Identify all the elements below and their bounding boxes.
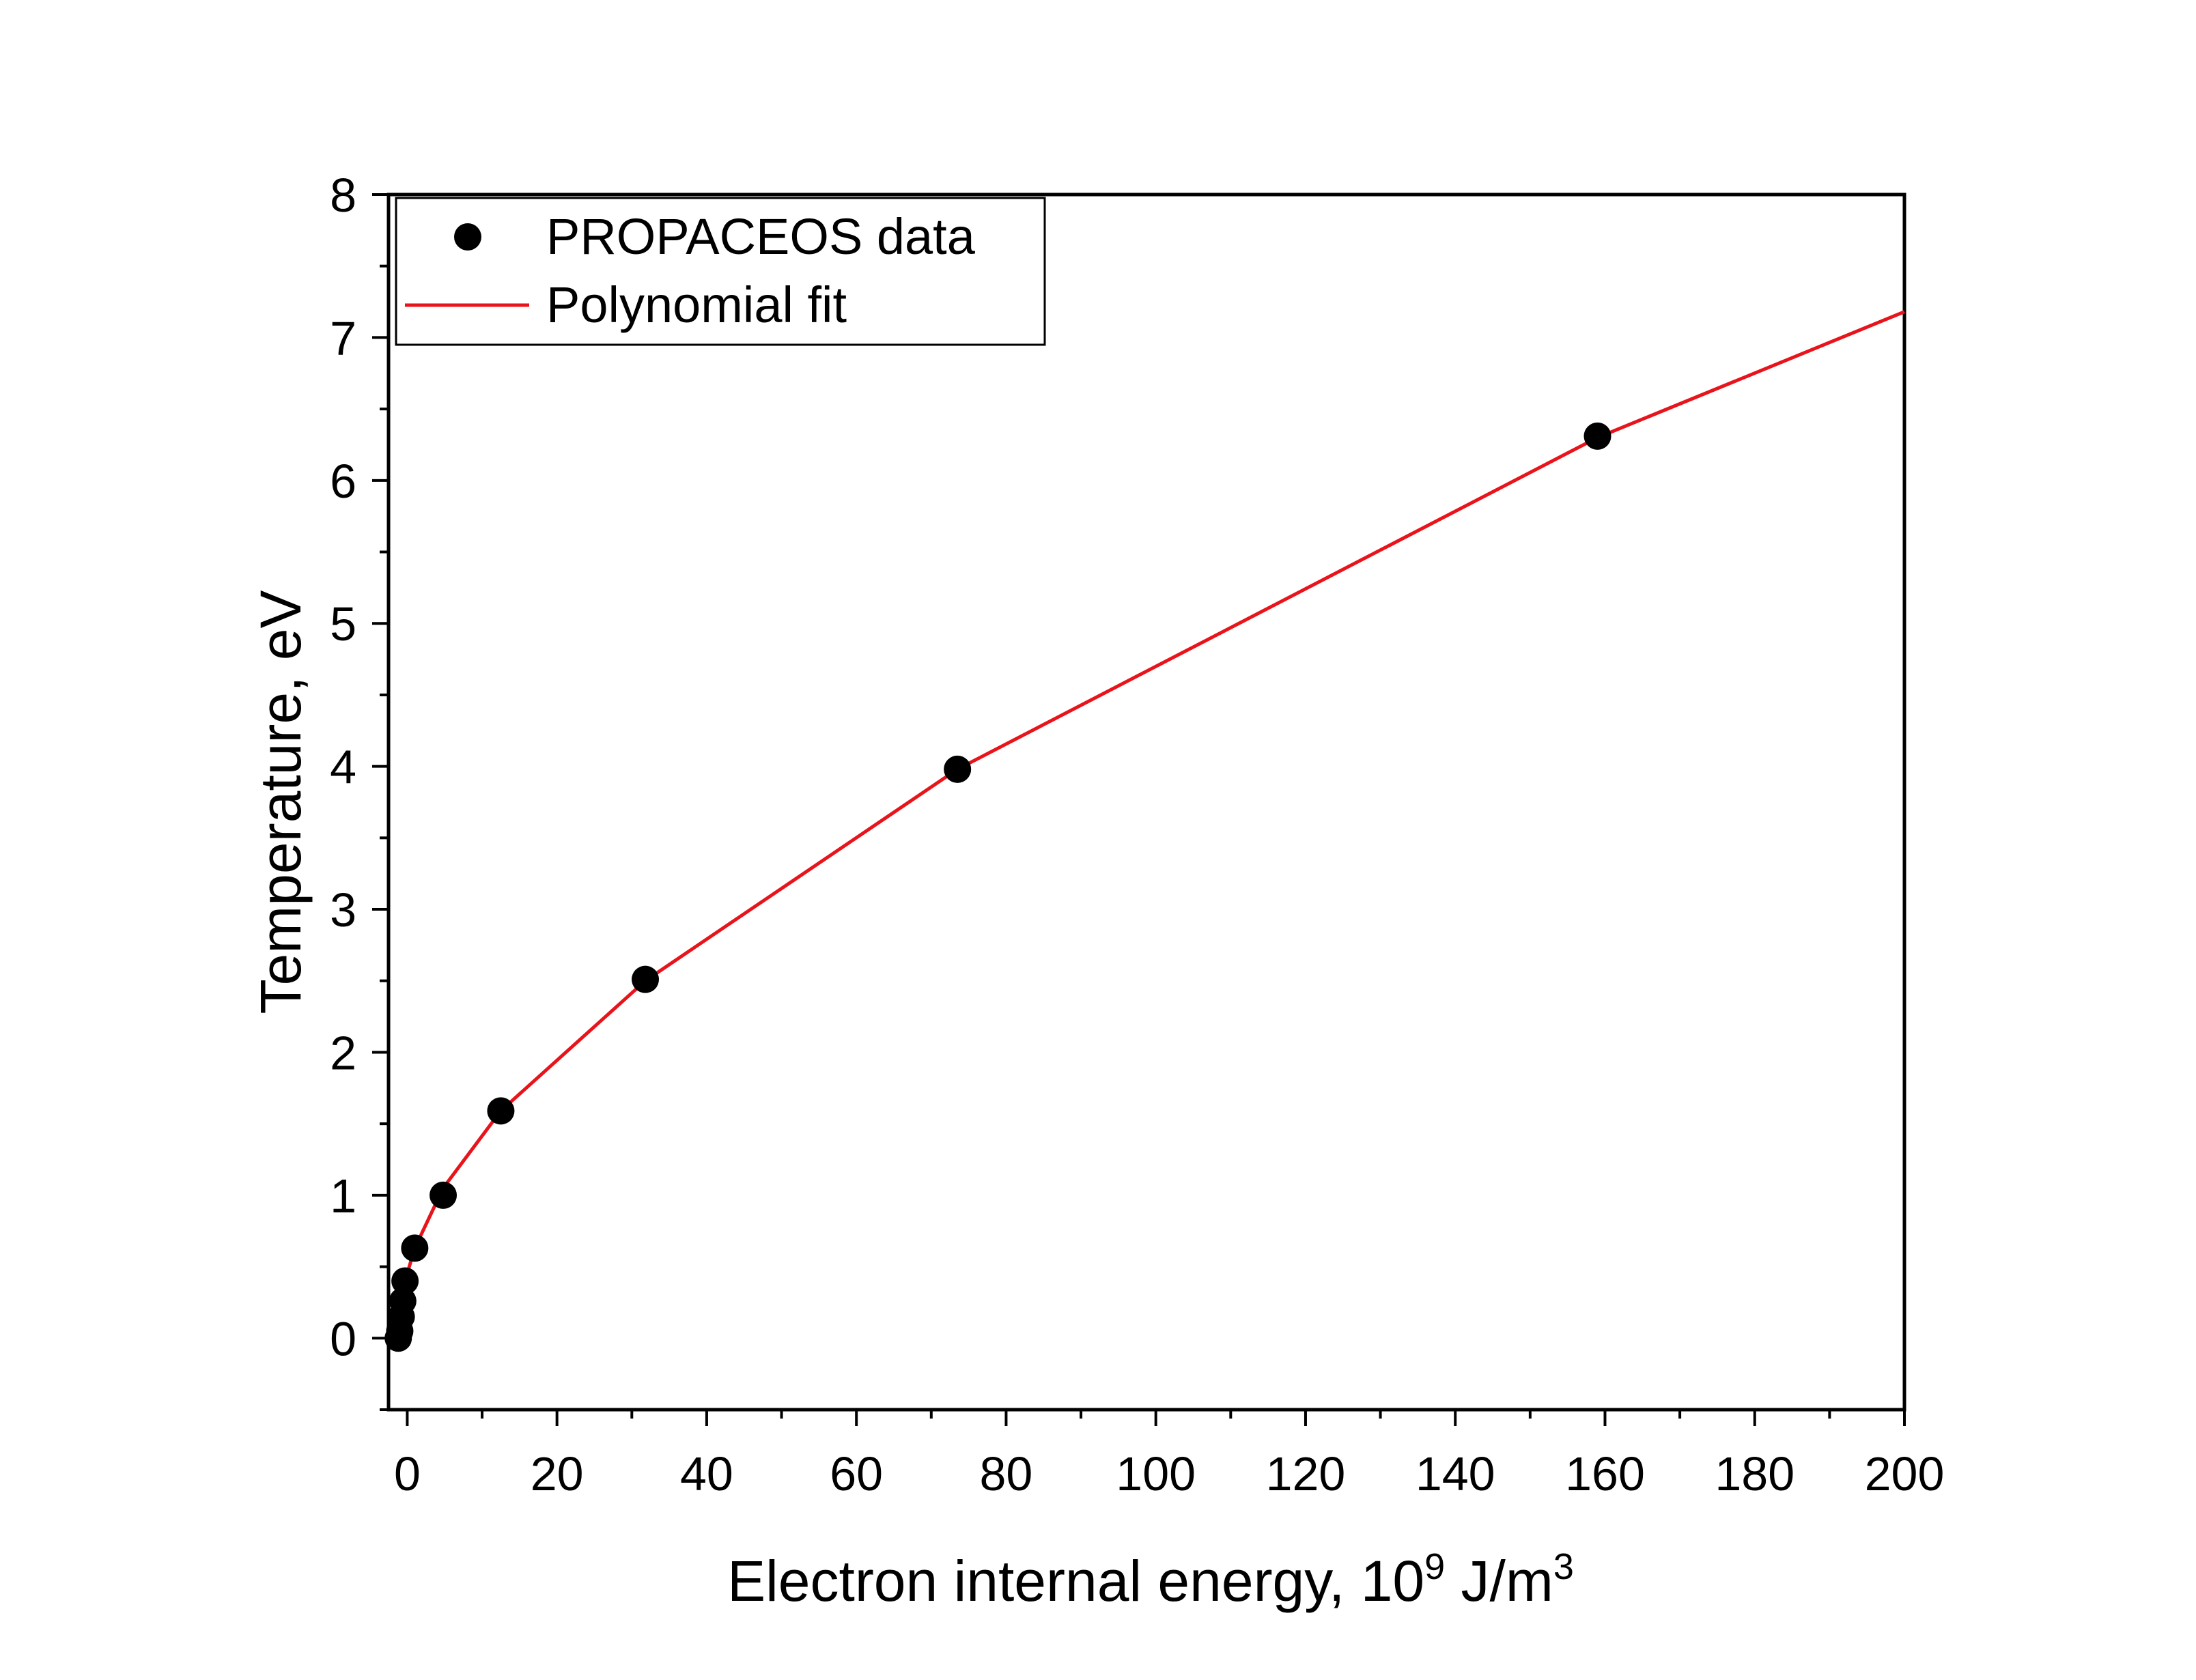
data-point-propaceos (401, 1234, 429, 1262)
y-axis-title: Temperature, eV (249, 590, 313, 1014)
x-axis-title: Electron internal energy, 109 J/m3 (727, 1546, 1574, 1613)
data-point-propaceos (1583, 422, 1611, 450)
x-tick-label: 40 (680, 1447, 733, 1500)
y-tick-label: 8 (330, 169, 356, 222)
data-point-propaceos (389, 1287, 417, 1315)
y-tick-label: 3 (330, 883, 356, 937)
x-tick-label: 0 (394, 1447, 421, 1500)
data-point-propaceos (391, 1267, 419, 1295)
x-tick-label: 140 (1416, 1447, 1495, 1500)
x-axis-title-unit: J/m (1445, 1549, 1553, 1613)
y-tick-label: 2 (330, 1026, 356, 1079)
data-point-propaceos (487, 1097, 515, 1125)
y-axis-ticks: 0 1 2 3 4 5 6 7 8 (330, 169, 389, 1411)
x-axis-ticks: 0 20 40 60 80 100 120 140 160 180 200 (394, 1410, 1944, 1500)
y-tick-label: 5 (330, 597, 356, 651)
data-point-propaceos (632, 965, 660, 993)
x-tick-label: 100 (1116, 1447, 1196, 1500)
x-tick-label: 160 (1565, 1447, 1645, 1500)
x-tick-label: 60 (830, 1447, 883, 1500)
y-tick-label: 4 (330, 741, 356, 794)
x-tick-label: 20 (531, 1447, 584, 1500)
x-tick-label: 80 (980, 1447, 1033, 1500)
data-point-propaceos (430, 1181, 458, 1209)
legend-marker-propaceos-data (454, 223, 481, 251)
series-layer (384, 310, 1905, 1352)
x-axis-title-text: Electron internal energy, 10 (727, 1549, 1424, 1613)
y-tick-label: 6 (330, 455, 356, 508)
x-axis-title-exponent: 9 (1424, 1546, 1445, 1587)
legend: PROPACEOS data Polynomial fit (395, 197, 1046, 346)
legend-label-polynomial-fit: Polynomial fit (546, 276, 847, 333)
plot-frame (386, 193, 1906, 1412)
x-tick-label: 180 (1715, 1447, 1794, 1500)
data-point-propaceos (944, 755, 972, 783)
y-tick-label: 0 (330, 1312, 356, 1365)
legend-box (395, 197, 1046, 346)
x-axis-title-unit-exponent: 3 (1553, 1546, 1574, 1587)
x-tick-label: 120 (1266, 1447, 1346, 1500)
y-tick-label: 7 (330, 311, 356, 365)
y-tick-label: 1 (330, 1169, 356, 1223)
legend-label-propaceos-data: PROPACEOS data (546, 208, 976, 265)
x-tick-label: 200 (1865, 1447, 1945, 1500)
